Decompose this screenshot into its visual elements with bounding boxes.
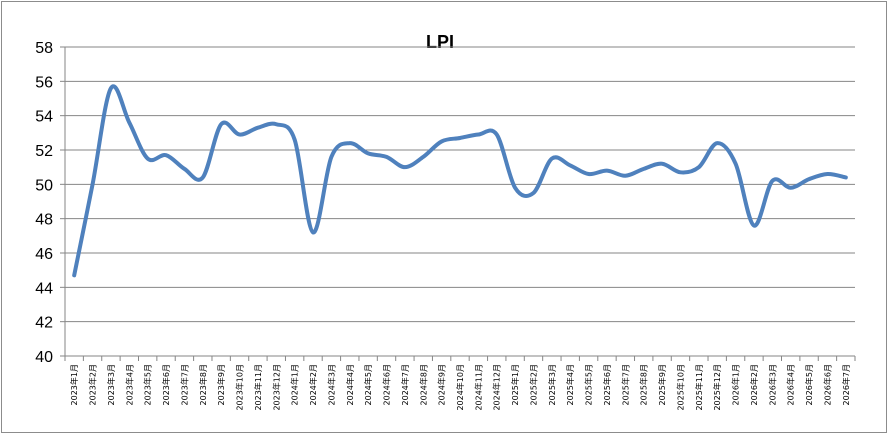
y-tick-label: 46 [35, 246, 53, 263]
x-tick-label: 2023年12月 [271, 364, 281, 411]
x-tick-label: 2024年8月 [418, 364, 428, 405]
x-tick-label: 2026年1月 [731, 364, 741, 405]
x-tick-label: 2025年10月 [675, 364, 685, 411]
series-group [72, 84, 848, 278]
x-tick-label: 2025年3月 [547, 364, 557, 405]
y-tick-label: 54 [35, 109, 53, 126]
x-tick-label: 2024年10月 [455, 364, 465, 411]
x-tick-label: 2023年4月 [124, 364, 134, 405]
x-tick-label: 2025年2月 [528, 364, 538, 405]
x-tick-label: 2023年1月 [69, 364, 79, 405]
x-tick-label: 2024年11月 [473, 364, 483, 411]
x-tick-label: 2025年4月 [565, 364, 575, 405]
x-tick-label: 2025年6月 [602, 364, 612, 405]
x-tick-label: 2024年6月 [382, 364, 392, 405]
x-tick-label: 2023年11月 [253, 364, 263, 411]
x-tick-label: 2023年6月 [161, 364, 171, 405]
y-tick-label: 40 [35, 349, 53, 366]
y-tick-label: 48 [35, 212, 53, 229]
x-tick-label: 2026年7月 [841, 364, 851, 405]
x-tick-label: 2024年12月 [492, 364, 502, 411]
x-tick-label: 2024年4月 [345, 364, 355, 405]
x-tick-label: 2023年3月 [106, 364, 116, 405]
x-tick-label: 2025年7月 [620, 364, 630, 405]
x-tick-label: 2023年2月 [88, 364, 98, 405]
y-axis-ticks: 40 42 44 46 48 50 52 54 56 58 [35, 40, 65, 366]
x-tick-label: 2024年7月 [400, 364, 410, 405]
y-tick-label: 42 [35, 315, 53, 332]
axes [64, 47, 855, 357]
x-tick-label: 2024年3月 [326, 364, 336, 405]
x-tick-label: 2025年8月 [639, 364, 649, 405]
x-axis-ticks: 2023年1月 2023年2月 2023年3月 2023年4月 2023年5月 2023年… [64, 356, 856, 411]
chart-title: LPI [426, 32, 454, 52]
x-tick-label: 2026年2月 [749, 364, 759, 405]
x-tick-label: 2024年9月 [437, 364, 447, 405]
x-tick-label: 2025年9月 [657, 364, 667, 405]
series-line [72, 84, 848, 278]
x-tick-label: 2025年12月 [712, 364, 722, 411]
gridlines [65, 46, 855, 323]
x-tick-label: 2025年5月 [584, 364, 594, 405]
y-tick-label: 44 [35, 280, 53, 297]
x-tick-label: 2026年4月 [786, 364, 796, 405]
x-tick-label: 2023年8月 [198, 364, 208, 405]
x-tick-label: 2023年9月 [216, 364, 226, 405]
x-tick-label: 2023年10月 [235, 364, 245, 411]
x-tick-label: 2024年2月 [308, 364, 318, 405]
y-tick-label: 52 [35, 143, 53, 160]
x-tick-label: 2026年3月 [767, 364, 777, 405]
x-tick-label: 2026年6月 [822, 364, 832, 405]
y-tick-label: 50 [35, 177, 53, 194]
x-tick-label: 2025年1月 [510, 364, 520, 405]
x-tick-label: 2023年5月 [143, 364, 153, 405]
x-tick-label: 2024年1月 [290, 364, 300, 405]
x-tick-label: 2025年11月 [694, 364, 704, 411]
y-tick-label: 58 [35, 40, 53, 57]
x-tick-label: 2026年5月 [804, 364, 814, 405]
x-tick-label: 2023年7月 [179, 364, 189, 405]
x-tick-label: 2024年5月 [363, 364, 373, 405]
y-tick-label: 56 [35, 74, 53, 91]
